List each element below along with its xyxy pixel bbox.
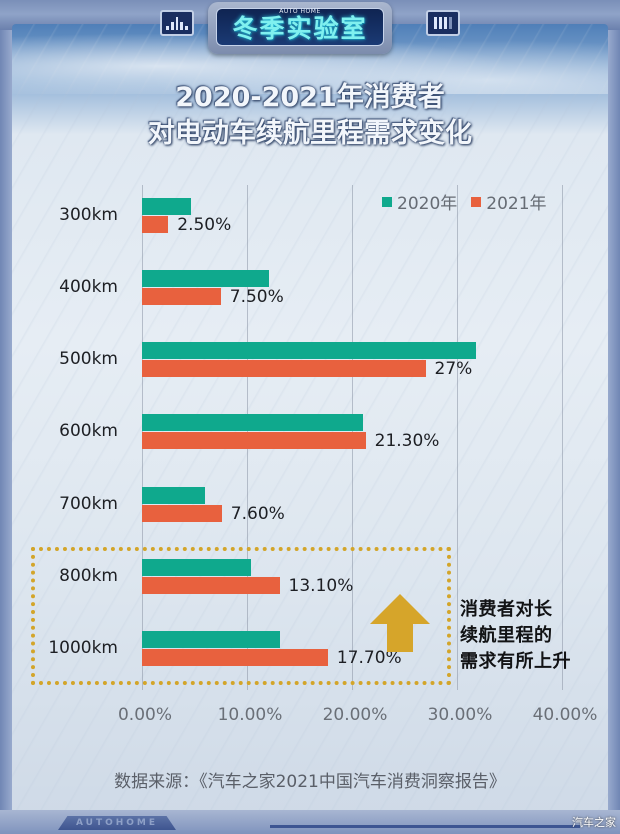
legend-swatch-2021 (471, 196, 482, 207)
equalizer-icon (160, 10, 194, 36)
badge-brand: AUTO HOME (279, 8, 321, 15)
battery-icon (426, 10, 460, 36)
annotation-line-1: 消费者对长 (460, 599, 553, 620)
value-label-2021: 27% (434, 359, 473, 379)
bar-2020 (142, 559, 252, 576)
bar-2021 (142, 288, 221, 305)
category-label: 300km (59, 205, 118, 225)
footer-line (270, 825, 580, 828)
value-label-2021: 7.50% (229, 287, 284, 307)
data-source: 数据来源：《汽车之家2021中国汽车消费洞察报告》 (114, 772, 506, 792)
gridline (562, 185, 563, 690)
x-tick-label: 30.00% (427, 705, 493, 725)
bar-2021 (142, 360, 426, 377)
value-label-2021: 2.50% (177, 215, 232, 235)
legend-swatch-2020 (382, 196, 392, 207)
value-label-2021: 17.70% (336, 648, 402, 668)
x-tick-label: 10.00% (217, 705, 283, 725)
annotation-note: 消费者对长 续航里程的 需求有所上升 (460, 597, 590, 675)
bar-2020 (142, 270, 270, 287)
highlight-box (31, 547, 451, 685)
value-label-2021: 7.60% (230, 504, 285, 524)
bar-2020 (142, 487, 205, 504)
bar-2021 (142, 432, 366, 449)
legend-item-2021: 2021年 (471, 189, 547, 214)
annotation-line-3: 需求有所上升 (460, 651, 571, 672)
title-line-1: 2020-2021年消费者 (175, 82, 445, 113)
category-label: 500km (59, 349, 118, 369)
bar-2020 (142, 631, 280, 648)
gridline (457, 185, 458, 690)
badge-title: 冬季实验室 (232, 14, 368, 43)
footer-brand: AUTOHOME (58, 816, 176, 830)
winter-lab-badge: AUTO HOME 冬季实验室 (208, 2, 392, 54)
title-line-2: 对电动车续航里程需求变化 (148, 118, 472, 149)
chart-title: 2020-2021年消费者 对电动车续航里程需求变化 (0, 80, 620, 152)
x-tick-label: 20.00% (322, 705, 388, 725)
chart-legend: 2020年 2021年 (382, 189, 547, 214)
category-label: 600km (59, 421, 118, 441)
category-label: 700km (59, 494, 118, 514)
up-arrow-icon (370, 594, 430, 652)
bar-2021 (142, 216, 169, 233)
bar-2020 (142, 198, 192, 215)
bar-2021 (142, 577, 280, 594)
annotation-line-2: 续航里程的 (460, 625, 553, 646)
value-label-2021: 13.10% (288, 576, 354, 596)
x-tick-label: 0.00% (117, 705, 172, 725)
legend-label-2021: 2021年 (486, 194, 547, 214)
bar-2020 (142, 414, 363, 431)
category-label: 800km (59, 566, 118, 586)
watermark: 汽车之家 (572, 816, 616, 829)
bar-2021 (142, 649, 328, 666)
bar-2020 (142, 342, 476, 359)
bottom-bar: AUTOHOME (0, 810, 620, 834)
legend-item-2020: 2020年 (382, 189, 457, 214)
category-label: 1000km (48, 638, 118, 658)
x-tick-label: 40.00% (532, 705, 598, 725)
category-label: 400km (59, 277, 118, 297)
bar-2021 (142, 505, 222, 522)
legend-label-2020: 2020年 (397, 194, 458, 214)
value-label-2021: 21.30% (374, 431, 440, 451)
